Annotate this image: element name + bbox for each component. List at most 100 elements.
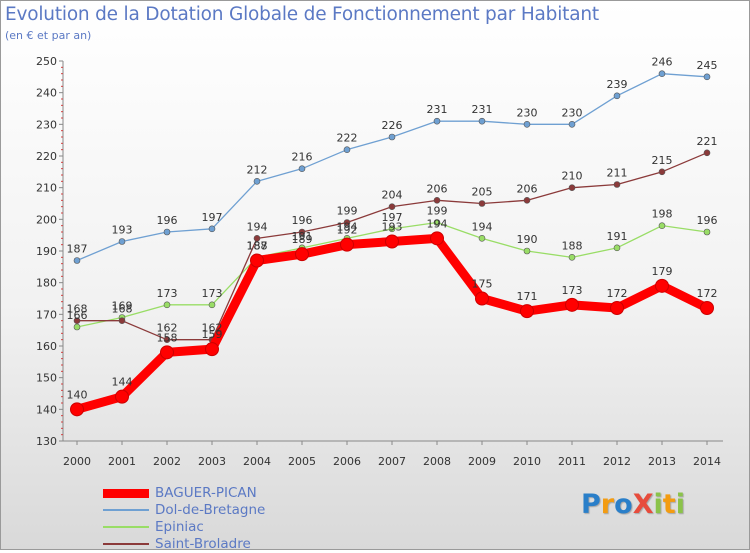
data-labels: 187 193 196 197 212 216 222 226 231 231 230 230 239 2… — [67, 56, 718, 402]
legend-swatch — [103, 526, 149, 528]
data-point — [478, 200, 486, 207]
data-point — [475, 291, 489, 306]
data-point — [295, 247, 309, 262]
series-saint-broladre — [73, 149, 711, 343]
data-point — [433, 197, 441, 204]
data-point — [478, 117, 486, 125]
data-point — [298, 165, 306, 172]
logo-letter: t — [662, 489, 676, 520]
data-label: 205 — [472, 186, 493, 199]
y-tick-label: 130 — [36, 435, 57, 448]
series-baguer-pican — [70, 231, 714, 417]
data-label: 197 — [382, 211, 403, 224]
data-label: 190 — [517, 233, 538, 246]
data-label: 158 — [157, 331, 178, 344]
data-point — [343, 146, 351, 153]
data-point — [73, 323, 81, 331]
data-label: 230 — [517, 106, 538, 119]
legend-label: Epiniac — [155, 519, 204, 535]
data-label: 173 — [202, 287, 223, 300]
data-point — [568, 121, 576, 128]
y-tick-label: 200 — [36, 213, 57, 226]
data-point — [523, 197, 531, 204]
data-label: 169 — [112, 300, 133, 313]
logo-letter: o — [614, 489, 633, 520]
data-point — [568, 184, 576, 191]
logo-letter: X — [632, 489, 654, 520]
data-label: 159 — [202, 328, 223, 341]
data-label: 188 — [562, 239, 583, 252]
data-label: 166 — [67, 309, 88, 322]
data-point — [658, 168, 666, 176]
data-point — [73, 317, 81, 324]
data-point — [700, 301, 714, 315]
data-label: 194 — [427, 217, 448, 230]
x-tick-label: 2000 — [63, 455, 91, 468]
data-point — [208, 301, 216, 309]
x-tick-label: 2014 — [693, 455, 721, 468]
legend-label: BAGUER-PICAN — [155, 485, 257, 501]
data-point — [253, 178, 261, 185]
data-label: 193 — [112, 224, 133, 237]
data-label: 140 — [67, 388, 88, 401]
x-tick-label: 2003 — [198, 455, 226, 468]
data-label: 197 — [202, 211, 223, 224]
data-point — [388, 203, 396, 210]
data-point — [568, 254, 576, 261]
data-point — [250, 253, 264, 268]
data-point — [70, 402, 84, 417]
data-label: 172 — [607, 287, 628, 300]
legend-label: Dol-de-Bretagne — [155, 502, 266, 518]
data-label: 175 — [472, 278, 493, 291]
data-label: 194 — [337, 220, 358, 233]
data-label: 194 — [472, 220, 493, 233]
data-point — [163, 336, 171, 343]
data-label: 215 — [652, 154, 673, 167]
logo-letter: r — [600, 489, 615, 520]
x-tick-label: 2007 — [378, 455, 406, 468]
x-tick-label: 2002 — [153, 455, 181, 468]
data-point — [655, 278, 669, 293]
data-label: 210 — [562, 170, 583, 183]
data-label: 187 — [247, 240, 268, 253]
x-tick-label: 2009 — [468, 455, 496, 468]
data-point — [385, 234, 399, 249]
data-label: 188 — [247, 239, 268, 252]
y-tick-label: 190 — [36, 245, 57, 258]
data-point — [703, 228, 711, 236]
data-label: 187 — [67, 243, 88, 256]
data-label: 168 — [67, 303, 88, 316]
y-tick-label: 250 — [36, 55, 57, 68]
data-label: 206 — [427, 182, 448, 195]
data-label: 196 — [292, 214, 313, 227]
data-label: 204 — [382, 189, 403, 202]
x-tick-label: 2013 — [648, 455, 676, 468]
y-tick-label: 150 — [36, 372, 57, 385]
data-point — [703, 73, 711, 81]
data-point — [388, 225, 396, 233]
data-label: 245 — [697, 59, 718, 72]
data-point — [433, 117, 441, 125]
data-point — [208, 225, 216, 233]
y-tick-label: 170 — [36, 308, 57, 321]
data-label: 191 — [607, 230, 628, 243]
data-point — [520, 304, 534, 319]
x-tick-label: 2008 — [423, 455, 451, 468]
data-point — [343, 219, 351, 226]
legend-swatch — [103, 543, 149, 545]
axes: 130 140 150 160 170 180 190 200 210 220 230 240 250 2… — [36, 55, 723, 468]
series-dol-de-bretagne — [73, 70, 711, 264]
data-point — [613, 244, 621, 252]
data-point — [253, 235, 261, 242]
data-label: 193 — [382, 221, 403, 234]
data-point — [163, 301, 171, 309]
data-point — [118, 317, 126, 324]
data-point — [613, 92, 621, 100]
data-label: 191 — [292, 230, 313, 243]
data-label: 226 — [382, 119, 403, 132]
data-point — [340, 237, 354, 252]
data-label: 211 — [607, 167, 628, 180]
data-label: 216 — [292, 151, 313, 164]
data-label: 196 — [157, 214, 178, 227]
x-tick-label: 2001 — [108, 455, 136, 468]
